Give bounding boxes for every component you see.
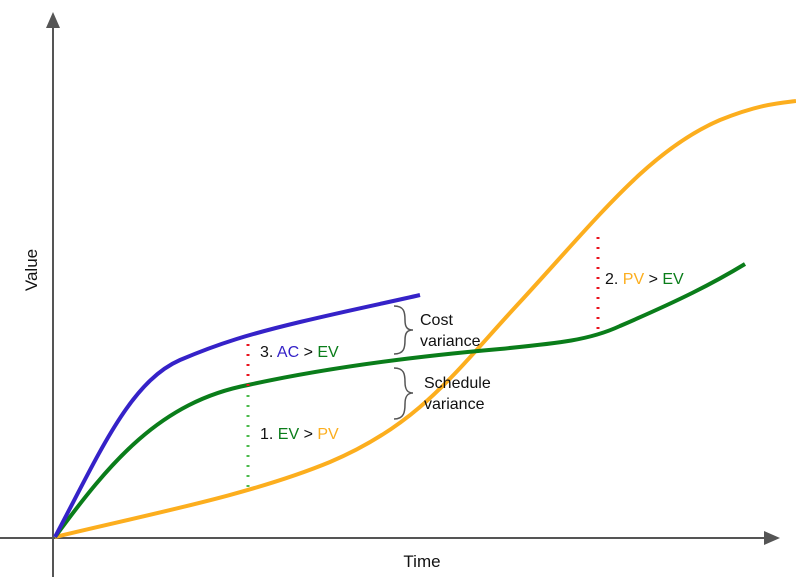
schedule-variance-label: Schedule variance [424, 375, 495, 413]
annotation-ev-gt-pv: 1. EV > PV [260, 426, 339, 443]
schedule-brace-icon [393, 367, 414, 420]
y-axis-label: Value [22, 249, 41, 291]
x-axis [0, 531, 780, 545]
ev-curve [53, 262, 747, 539]
x-axis-label: Time [403, 552, 440, 571]
annotation-ac-gt-ev: 3. AC > EV [260, 344, 339, 361]
x-axis-arrow-icon [764, 531, 780, 545]
y-axis [46, 12, 60, 577]
ac-curve [53, 293, 421, 538]
pv-curve [54, 99, 796, 539]
cost-variance-label: Cost variance [420, 312, 481, 350]
annotation-pv-gt-ev: 2. PV > EV [605, 271, 684, 288]
y-axis-arrow-icon [46, 12, 60, 28]
cost-brace-icon [393, 305, 414, 355]
